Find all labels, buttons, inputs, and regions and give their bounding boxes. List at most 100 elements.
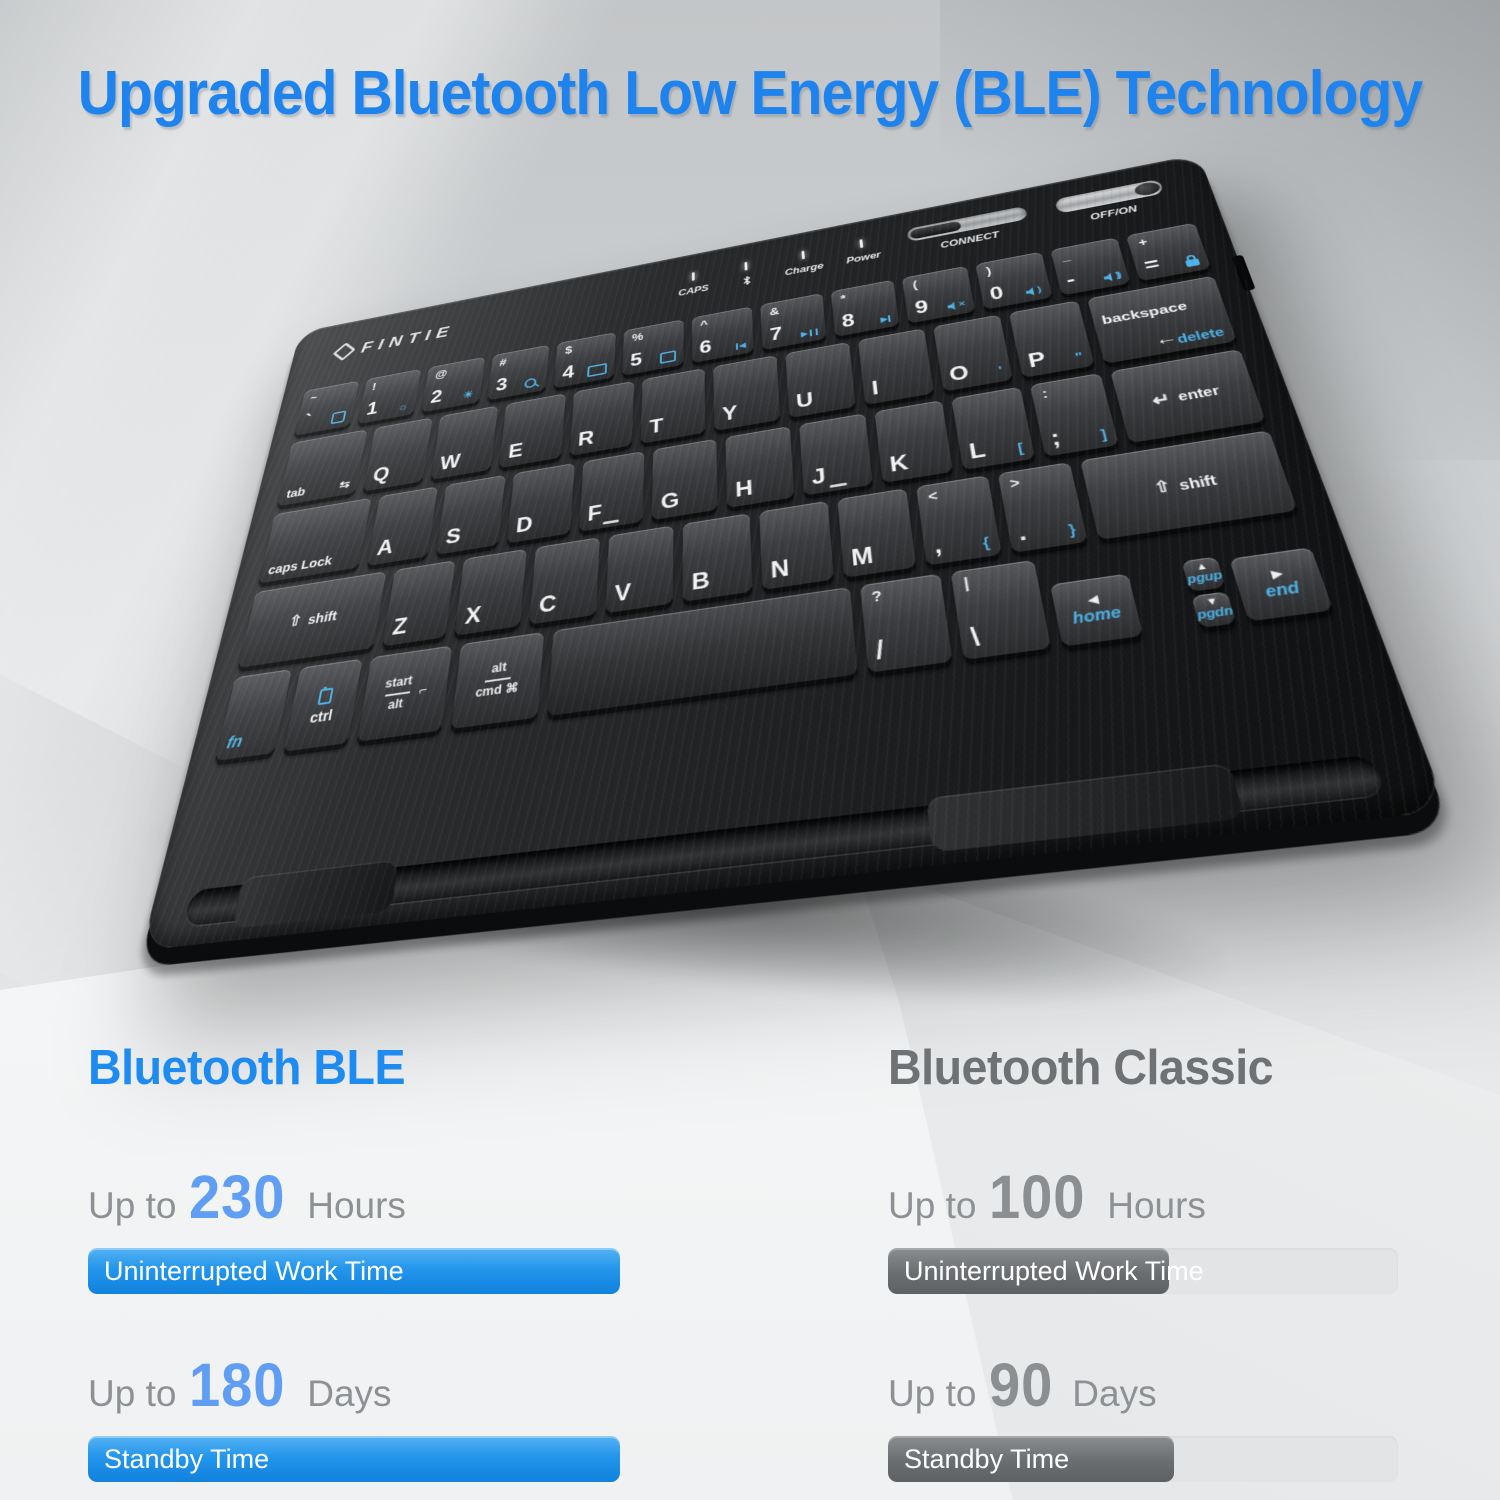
- key-0[interactable]: ) 0: [975, 251, 1053, 310]
- key-w[interactable]: W: [430, 405, 499, 481]
- key-k[interactable]: K: [874, 400, 954, 483]
- search-icon: [524, 377, 538, 389]
- key-7[interactable]: & 7: [760, 293, 827, 351]
- key-symbol[interactable]: | \: [951, 559, 1052, 660]
- key-1[interactable]: ! 1: [357, 368, 422, 425]
- key-alt-cmd[interactable]: alt cmd ⌘: [450, 632, 544, 730]
- brand-logo: FINTIE: [332, 321, 456, 362]
- key-p[interactable]: P ": [1009, 300, 1095, 378]
- power-switch-knob[interactable]: [1133, 180, 1162, 197]
- key-q[interactable]: Q: [363, 417, 433, 492]
- key-symbol[interactable]: >.}: [997, 462, 1089, 553]
- classic-standby-bar: Standby Time: [888, 1436, 1398, 1482]
- key-8[interactable]: * 8: [830, 279, 900, 337]
- menu-icon: [418, 683, 428, 697]
- key-symbol[interactable]: ? /: [860, 573, 953, 673]
- indicator-charge: Charge: [784, 247, 824, 278]
- stat-value: 180: [189, 1351, 286, 1419]
- indicator-power: Power: [844, 236, 881, 266]
- stat-unit: Hours: [1107, 1185, 1206, 1226]
- shift-arrow-icon: [1152, 479, 1173, 497]
- key-start-alt[interactable]: start alt: [356, 645, 452, 742]
- home-screen-icon: [330, 410, 347, 425]
- ble-work-time-stat: Up to 230 Hours: [88, 1162, 620, 1232]
- key-v[interactable]: V: [605, 525, 674, 614]
- key-r[interactable]: R: [569, 380, 635, 457]
- key-j[interactable]: J: [799, 413, 873, 496]
- classic-work-time-stat: Up to 100 Hours: [888, 1162, 1398, 1232]
- stat-value: 230: [189, 1163, 286, 1231]
- key-home[interactable]: ◀ home: [1049, 573, 1143, 647]
- key-g[interactable]: G: [652, 438, 718, 521]
- indicator-bluetooth: [730, 259, 762, 289]
- key-stack-pgup-pgdn: ▲ pgup ▼ pgdn: [1138, 556, 1237, 634]
- classic-work-time-bar: Uninterrupted Work Time: [888, 1248, 1398, 1294]
- bar-fill: Standby Time: [88, 1436, 620, 1482]
- key-f[interactable]: F: [578, 451, 645, 532]
- ble-heading: Bluetooth BLE: [88, 1041, 406, 1095]
- key-symbol[interactable]: :;]: [1029, 373, 1119, 457]
- brightness-down-icon: [397, 401, 409, 412]
- key-4[interactable]: $4: [554, 332, 616, 389]
- bar-label: Standby Time: [104, 1443, 270, 1474]
- key-h[interactable]: H: [725, 426, 795, 508]
- key-e[interactable]: E: [499, 393, 566, 469]
- key-3[interactable]: #3: [487, 344, 550, 401]
- key-ctrl[interactable]: ctrl: [283, 658, 363, 752]
- key-u[interactable]: U: [784, 341, 856, 419]
- page-title: Upgraded Bluetooth Low Energy (BLE) Tech…: [77, 59, 1423, 128]
- key-fn[interactable]: fn: [215, 669, 293, 761]
- bar-fill: Uninterrupted Work Time: [888, 1248, 1204, 1294]
- key-enter[interactable]: enter: [1110, 349, 1266, 444]
- key-t[interactable]: T: [641, 368, 706, 444]
- key-symbol[interactable]: ~ `: [294, 380, 359, 436]
- key-backspace[interactable]: backspacedelete: [1087, 275, 1237, 364]
- key-symbol[interactable]: _ -: [1050, 237, 1131, 296]
- led-light: [801, 250, 805, 260]
- stat-prefix: Up to: [88, 1373, 177, 1414]
- key-symbol[interactable]: <,{: [916, 475, 1002, 566]
- volume-down-icon: [1025, 286, 1042, 297]
- stat-prefix: Up to: [888, 1373, 977, 1414]
- key-m[interactable]: M: [836, 488, 917, 578]
- key-pgup[interactable]: ▲ pgup: [1182, 556, 1226, 592]
- key-l[interactable]: L[: [951, 386, 1036, 470]
- key-symbol[interactable]: + =: [1126, 222, 1211, 282]
- key-2[interactable]: @2: [421, 356, 486, 413]
- connect-button[interactable]: [909, 220, 962, 240]
- key-a[interactable]: A: [366, 486, 438, 567]
- stand-notch: [232, 859, 399, 929]
- key-o[interactable]: O ': [932, 314, 1014, 392]
- ble-section: Bluetooth BLE Up to 230 Hours Uninterrup…: [88, 1040, 620, 1482]
- key-y[interactable]: Y: [713, 355, 780, 432]
- key-shift[interactable]: shift: [237, 571, 387, 668]
- stat-prefix: Up to: [888, 1185, 977, 1226]
- key-s[interactable]: S: [435, 474, 506, 555]
- indicator-label: Power: [845, 249, 882, 266]
- prev-track-icon: [736, 341, 747, 350]
- key-b[interactable]: B: [682, 513, 753, 602]
- key-i[interactable]: I: [858, 328, 934, 406]
- bar-fill: Uninterrupted Work Time: [88, 1248, 620, 1294]
- key-pgdn[interactable]: ▼ pgdn: [1191, 591, 1237, 628]
- key-tab[interactable]: tab: [277, 429, 368, 507]
- bar-label: Standby Time: [904, 1443, 1070, 1474]
- key-6[interactable]: ^ 6: [691, 306, 754, 364]
- key-9[interactable]: (9: [902, 265, 976, 324]
- key-c[interactable]: C: [529, 537, 600, 625]
- brand-name: FINTIE: [359, 321, 456, 357]
- ble-work-time-bar: Uninterrupted Work Time: [88, 1248, 620, 1294]
- led-light: [692, 271, 695, 281]
- key-x[interactable]: X: [454, 548, 527, 636]
- key-n[interactable]: N: [759, 500, 834, 591]
- indicator-caps: CAPS: [678, 269, 709, 298]
- key-5[interactable]: % 5: [622, 319, 684, 376]
- stand-notch: [925, 762, 1245, 853]
- key-caps-lock[interactable]: caps Lock: [258, 497, 372, 584]
- play-pause-icon: [801, 328, 818, 338]
- key-shift[interactable]: shift: [1080, 430, 1298, 540]
- key-d[interactable]: D: [506, 463, 575, 544]
- key-end[interactable]: ▶ end: [1229, 547, 1334, 622]
- key-z[interactable]: Z: [382, 560, 456, 647]
